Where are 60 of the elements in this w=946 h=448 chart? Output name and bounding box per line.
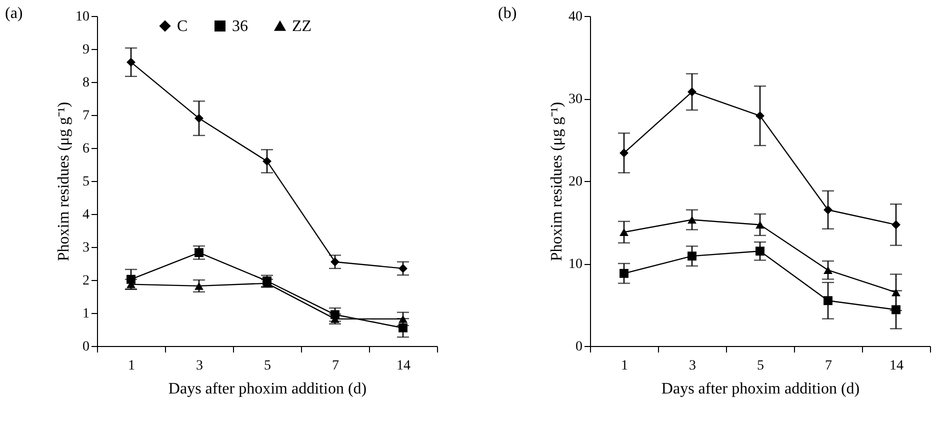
legend-label: C [177, 18, 188, 35]
x-tick-label: 7 [332, 358, 339, 374]
point [620, 148, 628, 158]
x-tick-label: 14 [396, 358, 410, 374]
y-tick-label: 2 [82, 274, 90, 288]
chart-title: (a) [5, 5, 23, 22]
point [688, 252, 696, 261]
y-tick-label: 40 [568, 10, 582, 24]
y-tick-label: 4 [82, 208, 90, 222]
point [398, 315, 408, 323]
x-tick-label: 14 [890, 358, 904, 374]
y-tick-label: 0 [576, 340, 582, 354]
x-tick-label: 3 [689, 358, 696, 374]
point [126, 58, 136, 67]
x-tick-label: 5 [264, 358, 271, 374]
x-tick-label: 1 [621, 358, 628, 374]
point [824, 266, 832, 274]
y-tick-label: 6 [82, 142, 90, 156]
y-tick-label: 8 [82, 76, 90, 90]
point [194, 114, 204, 123]
y-axis-title: Phoxim residues (μg g⁻¹) [56, 102, 72, 262]
y-tick-label: 10 [76, 10, 90, 24]
point [194, 282, 204, 290]
y-tick-label: 9 [82, 42, 90, 58]
point [688, 87, 696, 96]
x-axis-title: Days after phoxim addition (d) [661, 380, 860, 398]
y-tick-label: 5 [82, 174, 90, 190]
point [688, 216, 696, 224]
y-tick-label: 1 [82, 306, 90, 322]
point [756, 246, 764, 256]
point [892, 220, 900, 230]
point [824, 205, 832, 214]
point [126, 274, 136, 284]
point [398, 264, 408, 273]
x-tick-label: 7 [825, 358, 832, 374]
x-tick-label: 3 [196, 358, 203, 374]
point [194, 248, 204, 258]
y-tick-label: 0 [82, 340, 90, 354]
y-tick-label: 10 [568, 257, 582, 272]
point [620, 268, 628, 278]
point [756, 111, 764, 120]
point [892, 305, 900, 314]
point [330, 257, 340, 266]
y-tick-label: 3 [82, 240, 90, 256]
x-tick-label: 5 [757, 358, 764, 374]
point [262, 156, 272, 166]
x-tick-label: 1 [128, 358, 135, 374]
y-tick-label: 30 [568, 92, 582, 107]
y-tick-label: 7 [82, 108, 90, 124]
point [824, 296, 832, 306]
legend-label: 36 [232, 18, 248, 35]
y-tick-label: 20 [568, 174, 582, 190]
point [892, 288, 900, 296]
point [620, 228, 628, 236]
point [756, 220, 764, 229]
x-axis-title: Days after phoxim addition (d) [168, 380, 367, 398]
y-axis-title: Phoxim residues (μg g⁻¹) [548, 102, 566, 262]
legend-label: ZZ [292, 18, 312, 35]
point [398, 323, 408, 332]
chart-title: (b) [498, 5, 517, 22]
